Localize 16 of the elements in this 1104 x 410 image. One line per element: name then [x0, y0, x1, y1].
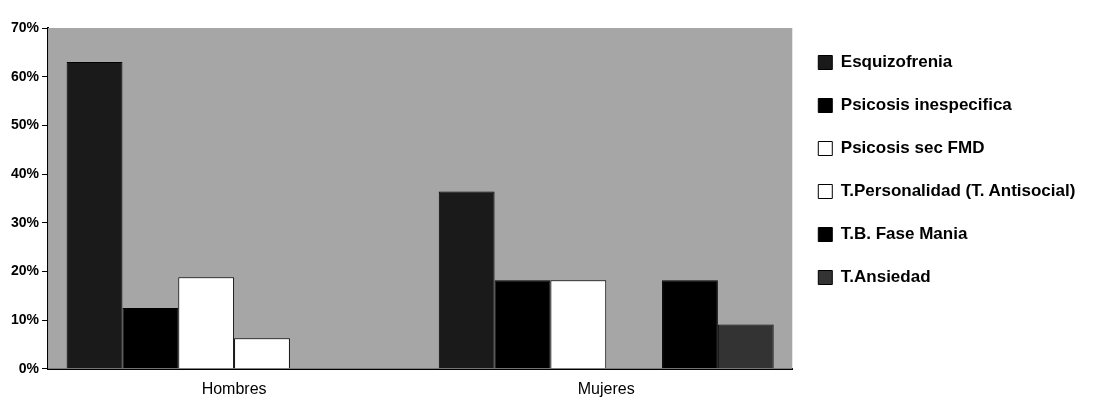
- legend-label: T.B. Fase Mania: [840, 224, 968, 244]
- y-tick-label: 70%: [10, 18, 40, 35]
- legend-label: Psicosis sec FMD: [840, 138, 985, 158]
- legend-label: T.Ansiedad: [840, 267, 931, 287]
- x-tick-label: Hombres: [201, 379, 267, 397]
- y-tick-label: 50%: [10, 116, 40, 133]
- y-tick-label: 30%: [10, 213, 40, 230]
- y-tick-label: 20%: [10, 262, 40, 279]
- y-tick-label: 0%: [18, 359, 40, 376]
- x-tick-label: Mujeres: [577, 379, 635, 397]
- legend-label: Psicosis inespecifica: [840, 95, 1013, 115]
- legend-label: Esquizofrenia: [840, 52, 953, 72]
- y-tick-label: 40%: [10, 164, 40, 181]
- y-tick-label: 60%: [10, 67, 40, 84]
- y-tick-label: 10%: [10, 310, 40, 327]
- legend-label: T.Personalidad (T. Antisocial): [840, 181, 1076, 201]
